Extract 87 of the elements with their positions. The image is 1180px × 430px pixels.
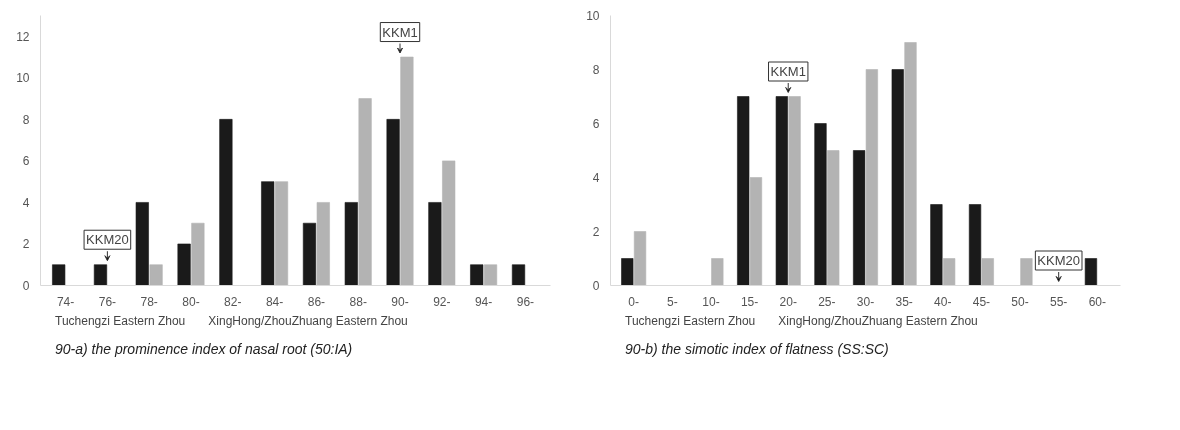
bar [274, 181, 289, 286]
x-tick-label: 0- [628, 294, 640, 309]
bar [261, 181, 275, 286]
bar [930, 204, 943, 286]
x-tick-label: 78- [140, 294, 158, 309]
bar [400, 56, 414, 286]
bar [344, 202, 358, 286]
text: XingHong/ZhouZhuang Eastern Zhou [208, 314, 408, 328]
text: 90-b) the simotic index of flatness (SS:SC) [625, 340, 889, 359]
bar [904, 42, 917, 286]
x-tick-label: 30- [856, 294, 875, 309]
bar [621, 258, 634, 286]
bar [52, 264, 66, 286]
x-tick-label: 94- [474, 294, 493, 309]
bar [177, 243, 191, 286]
bar [191, 222, 205, 286]
y-tick-label: 8 [22, 112, 30, 127]
annotation: KKM20 [1037, 253, 1081, 268]
x-tick-label: 60- [1088, 294, 1106, 309]
y-tick-label: 0 [22, 279, 30, 293]
x-tick-label: 88- [349, 294, 367, 309]
annotation: KKM20 [86, 232, 129, 248]
bar [149, 264, 163, 286]
x-tick-label: 86- [307, 294, 326, 309]
x-tick-label: 84- [265, 294, 284, 309]
bar [968, 204, 982, 286]
bar [981, 258, 994, 286]
x-tick-label: 80- [182, 294, 200, 309]
y-tick-label: 10 [586, 9, 600, 23]
text: Tuchengzi Eastern Zhou [625, 314, 756, 328]
bar [865, 69, 878, 286]
y-tick-label: 8 [592, 63, 600, 77]
y-tick-label: 4 [592, 171, 600, 185]
bar [302, 222, 317, 286]
bar [483, 264, 498, 286]
x-tick-label: 20- [779, 294, 797, 309]
annotation: KKM1 [382, 24, 418, 40]
x-tick-label: 76- [98, 294, 117, 309]
bar [633, 231, 647, 286]
bar [891, 69, 904, 286]
bar [711, 258, 724, 286]
x-tick-label: 50- [1011, 294, 1029, 309]
bar [316, 202, 330, 286]
y-tick-label: 12 [16, 29, 30, 44]
y-tick-label: 6 [592, 117, 600, 131]
annotation: KKM1 [770, 64, 806, 79]
bar [470, 264, 484, 286]
bar [442, 160, 456, 286]
bar [827, 150, 840, 286]
bar [428, 202, 442, 286]
x-tick-label: 5- [666, 294, 678, 309]
x-tick-label: 82- [224, 294, 242, 309]
x-tick-label: 74- [56, 294, 75, 309]
bar [853, 150, 866, 286]
bar [135, 202, 149, 286]
bar [358, 98, 372, 286]
bar [1084, 258, 1098, 286]
bar [943, 258, 956, 286]
x-tick-label: 35- [895, 294, 913, 309]
x-tick-label: 25- [818, 294, 836, 309]
text: 90-a) the prominence index of nasal root (50:IA) [55, 340, 353, 359]
y-tick-label: 2 [592, 225, 600, 239]
text: XingHong/ZhouZhuang Eastern Zhou [778, 314, 978, 328]
x-tick-label: 92- [433, 294, 451, 309]
bar [814, 123, 827, 286]
bar [788, 96, 801, 286]
bar [1020, 258, 1033, 286]
bar [511, 264, 526, 286]
y-tick-label: 0 [592, 279, 600, 293]
bar [737, 96, 750, 286]
y-tick-label: 4 [22, 195, 30, 210]
x-tick-label: 55- [1050, 294, 1068, 309]
bar [749, 177, 763, 286]
x-tick-label: 15- [740, 294, 759, 309]
bar [93, 264, 108, 286]
text: Tuchengzi Eastern Zhou [55, 314, 186, 328]
bar [775, 96, 788, 286]
y-tick-label: 2 [22, 237, 30, 252]
bar [386, 119, 400, 286]
x-tick-label: 90- [391, 294, 409, 309]
x-tick-label: 40- [934, 294, 952, 309]
bar [219, 119, 233, 286]
y-tick-label: 6 [22, 154, 30, 169]
y-tick-label: 10 [16, 71, 30, 86]
x-tick-label: 10- [702, 294, 720, 309]
x-tick-label: 45- [972, 294, 991, 309]
x-tick-label: 96- [516, 294, 535, 309]
